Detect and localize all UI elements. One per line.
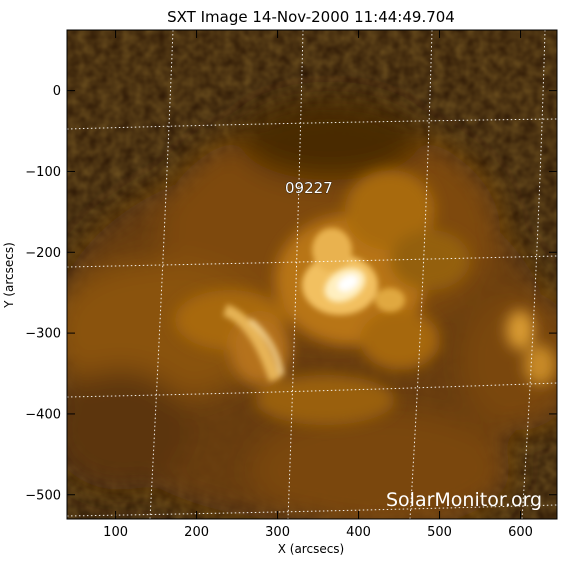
x-tick-label: 200 <box>184 525 209 540</box>
x-tick-label: 400 <box>346 525 371 540</box>
figure-title: SXT Image 14-Nov-2000 11:44:49.704 <box>167 8 455 26</box>
y-axis: 0 −100 −200 −300 −400 −500 <box>25 84 557 503</box>
latitude-line <box>67 255 557 268</box>
y-tick-label: −300 <box>25 327 61 342</box>
y-axis-label: Y (arcsecs) <box>2 242 16 309</box>
heliographic-grid <box>67 30 557 519</box>
x-tick-label: 600 <box>508 525 533 540</box>
watermark-text: SolarMonitor.org <box>386 489 542 511</box>
x-tick-label: 100 <box>103 525 128 540</box>
plot-frame <box>66 29 558 520</box>
x-tick-label: 500 <box>427 525 452 540</box>
y-tick-label: 0 <box>53 84 61 99</box>
solar-xray-image: 09227 SolarMonitor.org <box>67 30 557 519</box>
y-tick-label: −200 <box>25 246 61 261</box>
latitude-line <box>67 118 557 130</box>
y-tick-label: −500 <box>25 488 61 503</box>
x-axis-label: X (arcsecs) <box>278 542 345 556</box>
longitude-line <box>521 30 546 519</box>
y-tick-label: −400 <box>25 407 61 422</box>
latitude-line <box>67 504 557 517</box>
x-axis: 100 200 300 400 500 600 <box>103 30 533 540</box>
active-region-label: 09227 <box>285 179 333 197</box>
flare-kernel <box>324 267 366 303</box>
y-tick-label: −100 <box>25 165 61 180</box>
longitude-line <box>287 30 304 519</box>
longitude-line <box>409 30 433 519</box>
longitude-line <box>149 30 174 519</box>
latitude-line <box>67 382 557 398</box>
x-tick-label: 300 <box>265 525 290 540</box>
